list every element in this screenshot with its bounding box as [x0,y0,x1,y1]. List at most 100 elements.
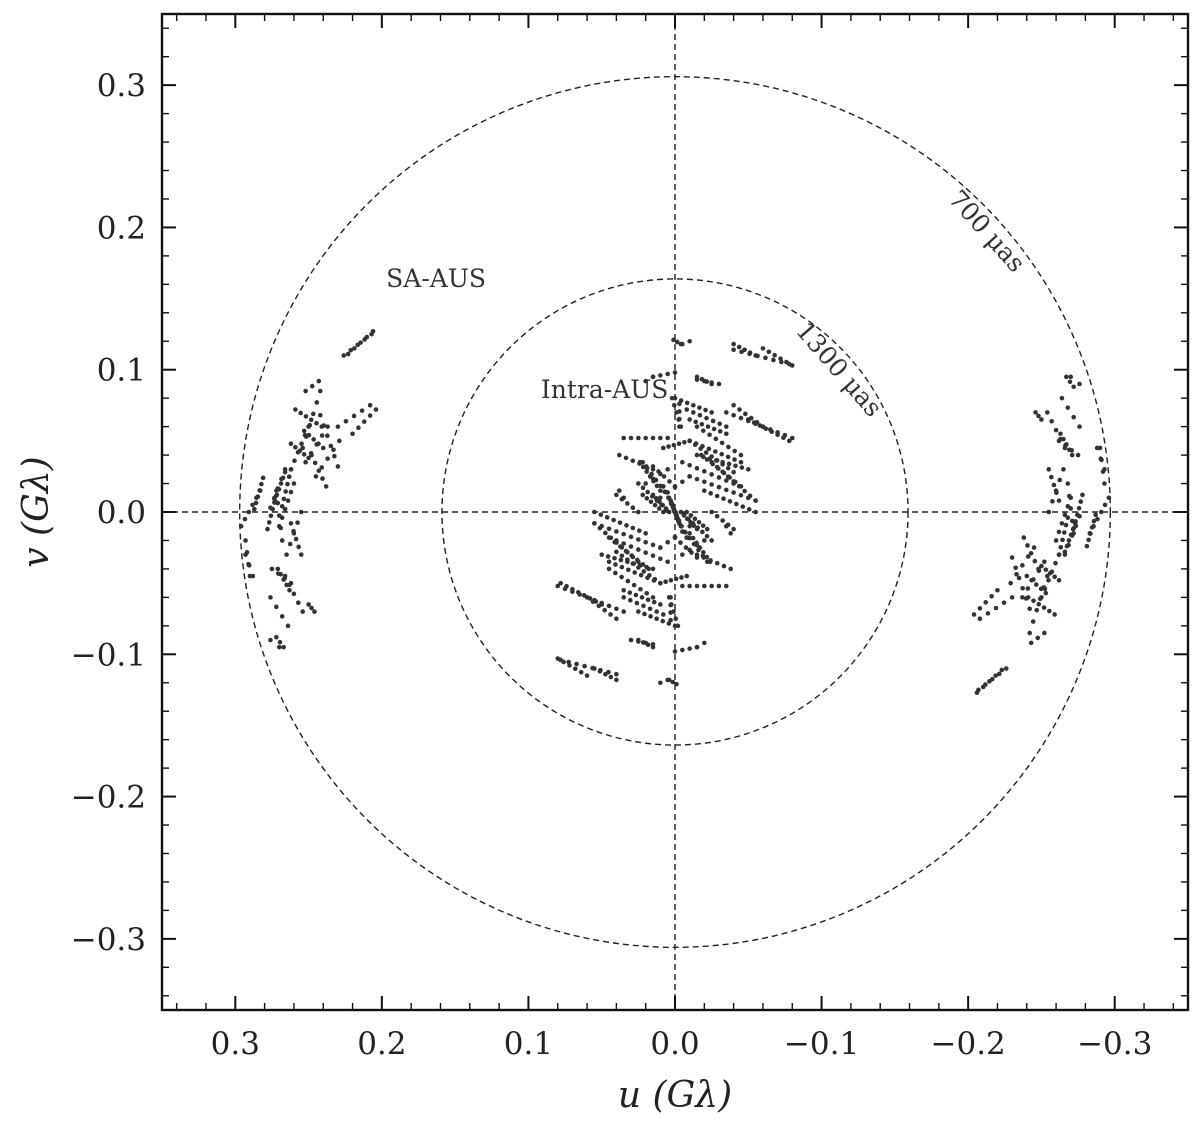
uv-point [702,538,707,543]
uv-point-conjugate [985,611,991,616]
uv-point-conjugate [257,488,263,493]
uv-point [716,484,722,490]
uv-point-conjugate [668,610,673,615]
y-tick-label: −0.2 [71,780,146,816]
uv-point [293,536,299,542]
uv-point [763,355,768,361]
uv-point-conjugate [643,550,648,555]
uv-point-conjugate [592,521,597,526]
uv-point-conjugate [300,609,306,614]
uv-point-conjugate [704,533,710,539]
uv-point-conjugate [709,410,714,415]
uv-point [1042,559,1047,565]
uv-point-conjugate [700,529,705,535]
uv-point-conjugate [306,424,311,429]
uv-point-conjugate [1033,410,1038,415]
uv-point [277,639,283,645]
uv-point [666,509,672,515]
uv-point-conjugate [672,484,678,490]
uv-point-conjugate [671,337,676,343]
uv-point-conjugate [628,534,634,540]
uv-point [1075,452,1081,458]
uv-point-conjugate [1020,585,1025,591]
uv-point-conjugate [701,555,707,560]
uv-point-conjugate [717,429,723,434]
uv-point-conjugate [668,617,673,623]
uv-point [298,552,304,557]
uv-point-conjugate [703,407,708,413]
uv-point-conjugate [355,342,360,348]
uv-point-conjugate [1069,452,1075,458]
uv-point [782,432,788,438]
uv-point [977,606,983,611]
x-tick-label: −0.1 [784,1026,859,1062]
uv-point-conjugate [687,417,692,422]
uv-point [253,500,259,506]
uv-point-conjugate [1035,635,1041,641]
uv-point [323,484,329,489]
uv-point [1102,502,1108,508]
uv-point-conjugate [680,479,685,485]
uv-point-conjugate [1024,573,1030,579]
uv-point-conjugate [661,474,667,479]
uv-point-conjugate [709,583,714,589]
uv-point-conjugate [577,592,583,597]
uv-point [677,401,682,407]
uv-point [753,498,758,503]
uv-point-conjugate [1071,384,1076,390]
uv-point [740,504,746,509]
uv-point-conjugate [714,560,720,566]
uv-point [643,464,649,469]
uv-point-conjugate [606,559,612,565]
uv-point-conjugate [1084,543,1090,549]
uv-point [1059,395,1065,401]
region-label-0: SA-AUS [386,264,486,293]
uv-point [275,566,281,572]
uv-point [650,467,656,472]
reference-circle-0 [238,75,1112,949]
uv-point [1098,456,1104,461]
uv-point-conjugate [282,573,288,579]
uv-point [312,609,317,614]
uv-point [621,435,626,441]
uv-point-conjugate [308,451,314,456]
uv-point-conjugate [640,492,646,498]
uv-point-conjugate [238,523,244,529]
uv-point [1039,595,1044,600]
uv-point [684,573,690,579]
y-tick-label: −0.1 [71,637,146,673]
uv-point-conjugate [606,669,611,675]
uv-point [687,438,692,444]
uv-point-conjugate [665,490,670,495]
y-tick-label: 0.1 [97,353,146,389]
uv-point-conjugate [313,474,319,479]
x-tick-label: −0.3 [1077,1026,1152,1062]
uv-point [650,435,656,441]
uv-point [285,481,290,487]
uv-point [659,502,664,508]
uv-point [717,421,723,427]
uv-point [635,557,640,563]
uv-point-conjugate [627,597,633,603]
uv-point [709,380,714,385]
uv-point [1077,513,1082,519]
uv-point [618,544,623,549]
uv-point [672,370,678,375]
uv-point-conjugate [1066,538,1072,543]
uv-point-conjugate [1028,640,1034,646]
uv-point-conjugate [1058,544,1064,550]
uv-point-conjugate [1060,537,1065,543]
uv-point [1025,586,1031,591]
uv-point-conjugate [725,465,731,471]
uv-point-conjugate [295,520,300,525]
uv-point [1056,529,1062,535]
uv-point-conjugate [643,539,648,545]
uv-point [584,673,590,678]
uv-point-conjugate [658,680,663,686]
uv-point [608,674,614,680]
uv-point [739,349,744,355]
uv-point-conjugate [1051,482,1057,488]
uv-point-conjugate [1013,565,1018,571]
uv-point [658,602,663,607]
uv-point [1071,531,1076,536]
